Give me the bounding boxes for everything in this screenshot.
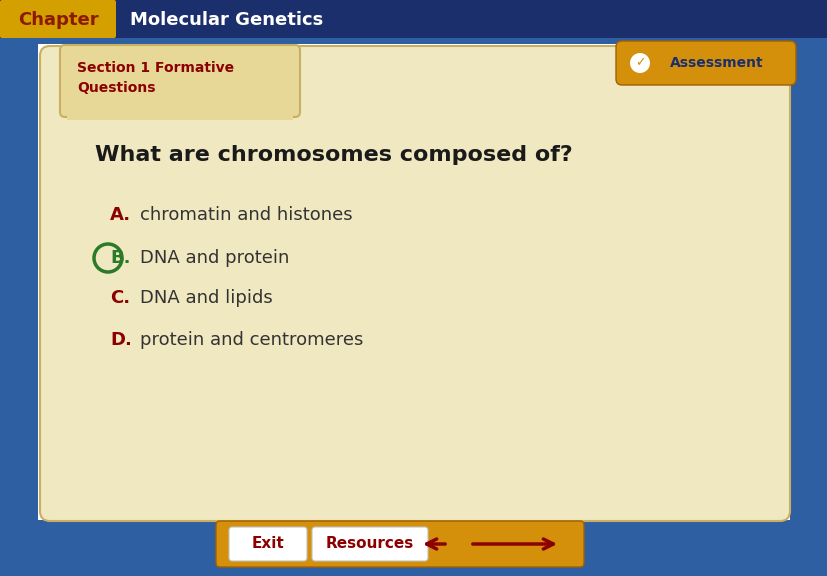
Text: protein and centromeres: protein and centromeres: [140, 331, 363, 349]
Text: Assessment: Assessment: [669, 56, 762, 70]
Text: C.: C.: [110, 289, 130, 307]
Text: Chapter: Chapter: [17, 11, 98, 29]
Text: B.: B.: [110, 249, 131, 267]
Text: D.: D.: [110, 331, 131, 349]
FancyBboxPatch shape: [615, 41, 795, 85]
FancyBboxPatch shape: [0, 0, 116, 38]
FancyBboxPatch shape: [40, 46, 789, 521]
Text: chromatin and histones: chromatin and histones: [140, 206, 352, 224]
Text: A.: A.: [110, 206, 131, 224]
Text: Section 1 Formative: Section 1 Formative: [77, 61, 234, 75]
FancyBboxPatch shape: [67, 104, 293, 120]
FancyBboxPatch shape: [60, 45, 299, 117]
Text: Questions: Questions: [77, 81, 155, 95]
Text: Molecular Genetics: Molecular Genetics: [130, 11, 323, 29]
Text: What are chromosomes composed of?: What are chromosomes composed of?: [95, 145, 572, 165]
FancyBboxPatch shape: [312, 527, 428, 561]
Circle shape: [629, 53, 649, 73]
Text: DNA and lipids: DNA and lipids: [140, 289, 272, 307]
FancyBboxPatch shape: [229, 527, 307, 561]
FancyBboxPatch shape: [216, 521, 583, 567]
Text: DNA and protein: DNA and protein: [140, 249, 289, 267]
Text: Resources: Resources: [326, 536, 414, 551]
FancyBboxPatch shape: [38, 44, 789, 520]
Text: ✓: ✓: [634, 56, 644, 70]
FancyBboxPatch shape: [0, 0, 827, 38]
Text: Exit: Exit: [251, 536, 284, 551]
